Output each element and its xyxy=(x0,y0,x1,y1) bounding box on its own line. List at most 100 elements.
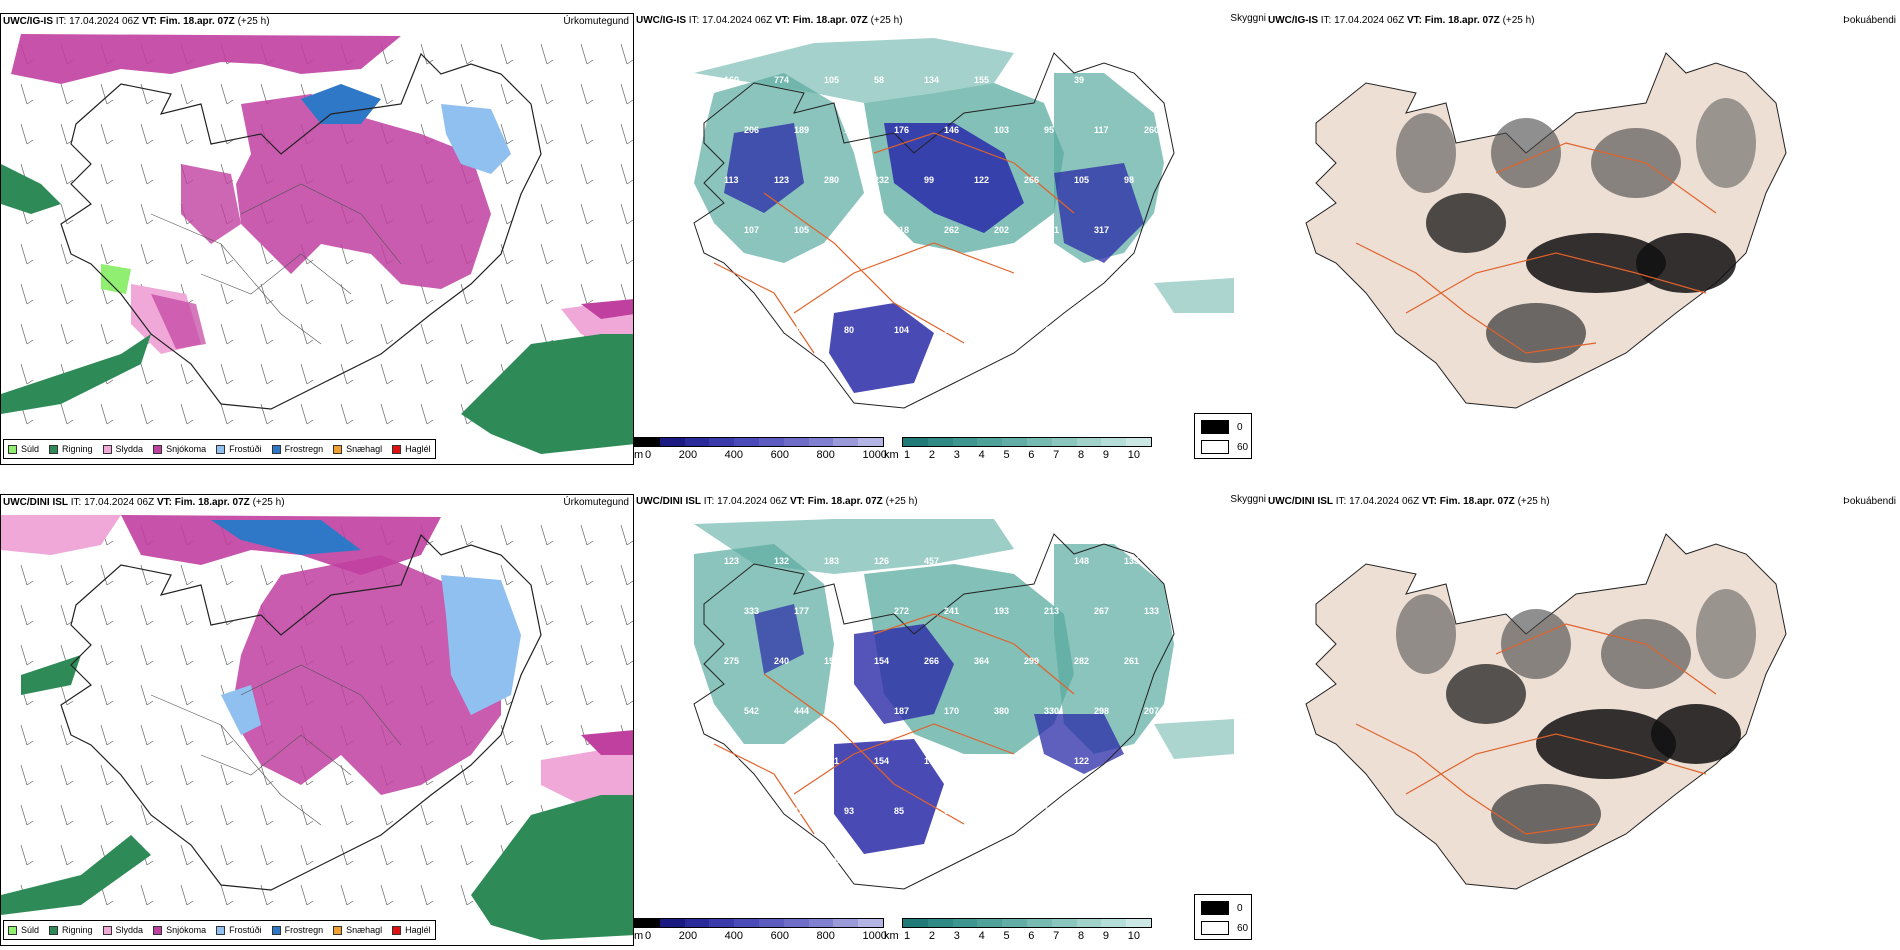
legend-swatch xyxy=(271,925,281,935)
cloud-base-label: 122 xyxy=(974,175,989,185)
cloud-base-label: 189 xyxy=(794,125,809,135)
wind-barb xyxy=(220,283,234,305)
legend-label: Slydda xyxy=(115,925,144,935)
cloud-base-labels: 123 132 183 126 457 301 155 148 135 333 177 160 272 2… xyxy=(724,556,1159,866)
snow-area xyxy=(236,94,491,289)
fog-label: 60 xyxy=(1237,922,1249,934)
wind-barb xyxy=(180,123,194,145)
wind-barb xyxy=(180,804,194,826)
colorbar-tick-label: 8 xyxy=(1078,930,1085,942)
cloud-base-label: 170 xyxy=(944,706,959,716)
wind-barb xyxy=(620,163,633,185)
wind-barb xyxy=(100,163,114,185)
model-name: UWC/IG-IS xyxy=(636,15,686,26)
colorbar-tick-label: 1 xyxy=(904,930,911,942)
wind-barb xyxy=(60,83,74,105)
wind-barb xyxy=(180,243,194,265)
cloud-base-labels: 160 774 105 58 134 155 176 39 211 206 189 125 176 146… xyxy=(724,75,1159,335)
model-name: UWC/DINI ISL xyxy=(636,496,701,507)
wind-barb xyxy=(60,283,74,305)
wind-barb xyxy=(420,83,434,105)
rain-area xyxy=(21,655,81,695)
cloud-base-label: 163 xyxy=(924,756,939,766)
cloud-base-label: 260 xyxy=(1144,125,1159,135)
legend-label: Slydda xyxy=(115,444,144,454)
colorbar-tick-label: 1000 xyxy=(862,930,887,942)
wind-barb xyxy=(380,363,394,385)
cloud-base-label: 95 xyxy=(1044,125,1054,135)
legend-swatch xyxy=(49,444,59,454)
colorbar-tick-label: 600 xyxy=(770,930,789,942)
cloud-base-label: 253 xyxy=(724,756,739,766)
cloud-base-label: 103 xyxy=(994,125,1009,135)
fog-area xyxy=(1446,664,1526,724)
colorbar-tick-label: 2 xyxy=(928,930,935,942)
wind-barb xyxy=(580,123,594,145)
fog-swatch xyxy=(1201,440,1229,454)
lead-time: (+25 h) xyxy=(237,16,270,27)
wind-barb xyxy=(20,804,34,826)
low-cloud-area xyxy=(884,123,1024,233)
cloud-base-label: 80 xyxy=(844,325,854,335)
colorbar-segment xyxy=(927,438,953,446)
wind-barb xyxy=(540,644,554,666)
valid-time: VT: Fim. 18.apr. 07Z xyxy=(1421,496,1515,507)
freezing-drizzle-area xyxy=(441,575,521,715)
wind-barb xyxy=(140,604,154,626)
wind-barb xyxy=(500,724,514,746)
coastline xyxy=(60,52,542,410)
legend-label: Frostúði xyxy=(229,444,262,454)
fog-area xyxy=(1396,113,1456,193)
wind-barb xyxy=(260,363,274,385)
wind-barb xyxy=(20,283,34,305)
cloud-base-unit: m xyxy=(634,930,644,942)
fog-legend-item: 0 xyxy=(1201,420,1243,434)
visibility-area xyxy=(1154,719,1234,759)
coastline xyxy=(693,533,1175,890)
cloud-base-label: 298 xyxy=(1094,706,1109,716)
init-time: IT: 17.04.2024 06Z xyxy=(1335,496,1420,507)
colorbar-segment xyxy=(977,919,1003,927)
cloud-base-label: 99 xyxy=(924,175,934,185)
fog-swatch xyxy=(1201,420,1229,434)
colorbar-segment xyxy=(659,919,685,927)
colorbar-tick-label: 3 xyxy=(953,449,960,461)
wind-barb xyxy=(180,644,194,666)
wind-barb xyxy=(620,123,633,145)
fog-area xyxy=(1591,128,1681,198)
wind-barb xyxy=(340,884,354,906)
roads xyxy=(1355,142,1717,354)
wind-barb xyxy=(180,844,194,866)
legend-label: Haglél xyxy=(405,444,431,454)
legend-item-snow: Snjókoma xyxy=(153,925,206,935)
wind-barb xyxy=(60,323,74,345)
wind-barb xyxy=(100,764,114,786)
wind-barb xyxy=(580,203,594,225)
cloud-base-label: 77 xyxy=(1044,806,1054,816)
cloud-base-label: 299 xyxy=(1024,656,1039,666)
wind-barb xyxy=(620,83,633,105)
fog-legend-item: 60 xyxy=(1201,921,1248,935)
fog-area xyxy=(1696,98,1756,188)
wind-barb xyxy=(500,323,514,345)
wind-barb xyxy=(220,844,234,866)
cloud-base-label: 160 xyxy=(724,75,739,85)
wind-barb xyxy=(60,844,74,866)
cloud-base-label: 160 xyxy=(844,606,859,616)
cloud-base-label: 146 xyxy=(944,125,959,135)
wind-barb xyxy=(420,283,434,305)
wind-barb xyxy=(260,884,274,906)
wind-barb xyxy=(180,684,194,706)
colorbar-tick-label: 8 xyxy=(1078,449,1085,461)
wind-barb xyxy=(220,764,234,786)
wind-barb xyxy=(580,564,594,586)
cloud-base-label: 312 xyxy=(1124,275,1139,285)
wind-barb xyxy=(540,524,554,546)
lead-time: (+25 h) xyxy=(1517,496,1550,507)
wind-barb xyxy=(500,243,514,265)
rain-area xyxy=(1,334,151,414)
wind-barb xyxy=(220,884,234,906)
cloud-base-label: 298 xyxy=(974,275,989,285)
cloud-base-label: 135 xyxy=(1124,556,1139,566)
wind-barb xyxy=(100,203,114,225)
